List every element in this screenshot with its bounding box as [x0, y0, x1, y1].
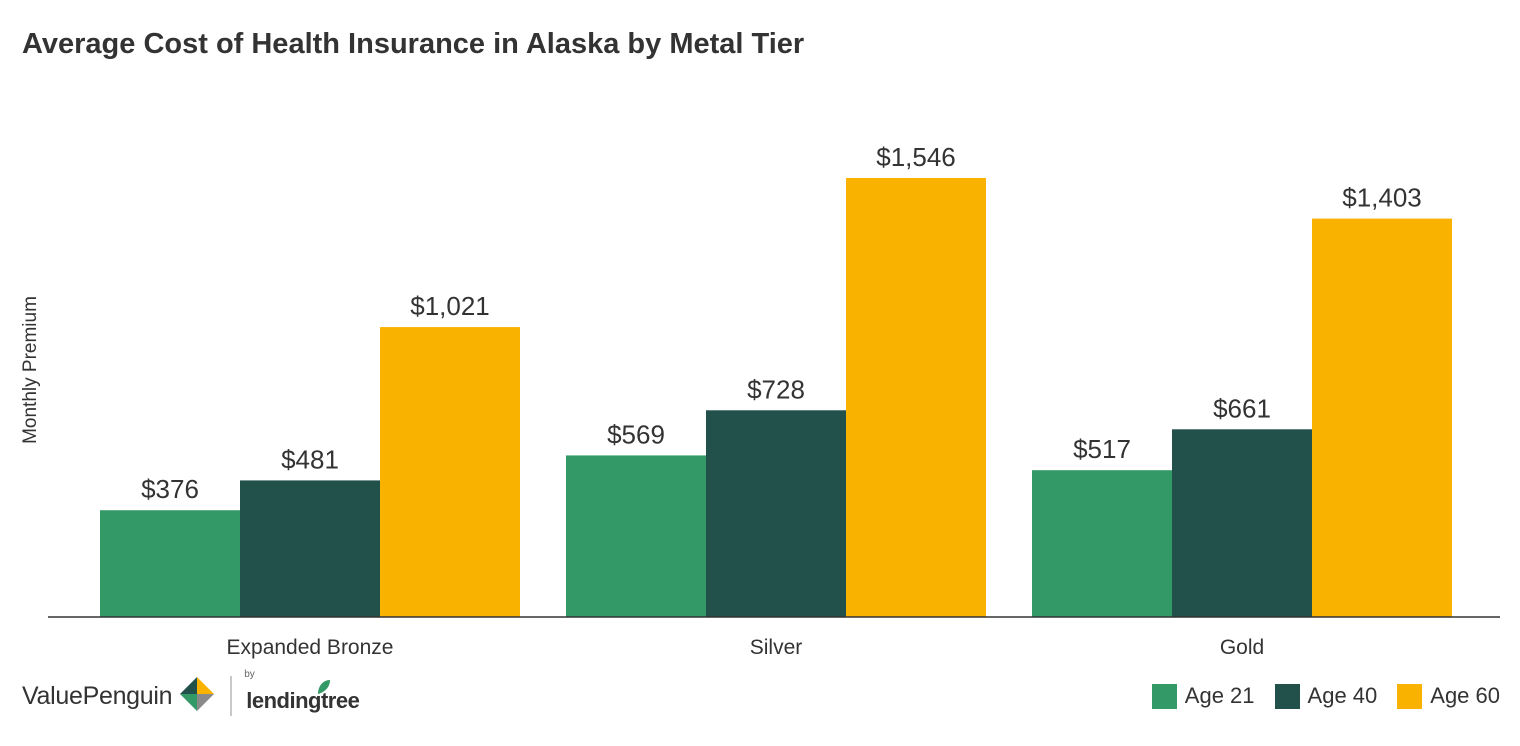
bar-expanded-bronze-age-40 — [240, 480, 380, 617]
x-tick-labels-layer: Expanded Bronze Silver Gold — [227, 636, 1265, 659]
legend: Age 21 Age 40 Age 60 — [1132, 683, 1500, 709]
legend-item: Age 60 — [1397, 683, 1500, 709]
valuepenguin-logo-icon — [180, 677, 215, 711]
brand-footer: ValuePenguin by lendingtree — [22, 669, 360, 720]
chart-title: Average Cost of Health Insurance in Alas… — [22, 28, 805, 60]
bar-expanded-bronze-age-21 — [100, 510, 240, 617]
x-tick-label: Silver — [750, 636, 803, 659]
legend-item: Age 21 — [1151, 683, 1255, 709]
data-label: $661 — [1213, 393, 1271, 423]
bar-silver-age-21 — [566, 455, 706, 617]
bar-gold-age-60 — [1312, 218, 1452, 617]
legend-swatch — [1274, 683, 1300, 709]
bar-gold-age-40 — [1172, 429, 1312, 617]
legend-swatch — [1151, 683, 1177, 709]
data-labels-layer: $376 $481 $1,021 $569 $728 $1,546 $517 $661 $1,4… — [141, 142, 1422, 504]
leaf-icon — [318, 680, 331, 694]
data-label: $1,021 — [410, 291, 490, 321]
legend-label: Age 40 — [1307, 683, 1378, 708]
brand-divider — [230, 676, 233, 716]
data-label: $376 — [141, 474, 199, 504]
brand-by-text: by — [244, 669, 255, 680]
x-tick-label: Expanded Bronze — [227, 636, 394, 659]
bar-silver-age-40 — [706, 410, 846, 617]
legend-item: Age 40 — [1274, 683, 1378, 709]
data-label: $517 — [1073, 434, 1131, 464]
data-label: $1,403 — [1342, 183, 1422, 213]
legend-label: Age 21 — [1184, 683, 1255, 708]
data-label: $481 — [281, 444, 339, 474]
partner-name: lendingtree — [246, 688, 360, 713]
x-tick-label: Gold — [1220, 636, 1264, 659]
y-axis-label: Monthly Premium — [20, 296, 41, 444]
brand-name: ValuePenguin — [22, 681, 173, 710]
bars-layer — [100, 178, 1452, 617]
legend-label: Age 60 — [1430, 683, 1500, 708]
bar-silver-age-60 — [846, 178, 986, 617]
bar-gold-age-21 — [1032, 470, 1172, 617]
legend-swatch — [1397, 683, 1423, 709]
data-label: $569 — [607, 419, 665, 449]
bar-expanded-bronze-age-60 — [380, 327, 520, 617]
data-label: $1,546 — [876, 142, 956, 172]
data-label: $728 — [747, 374, 805, 404]
